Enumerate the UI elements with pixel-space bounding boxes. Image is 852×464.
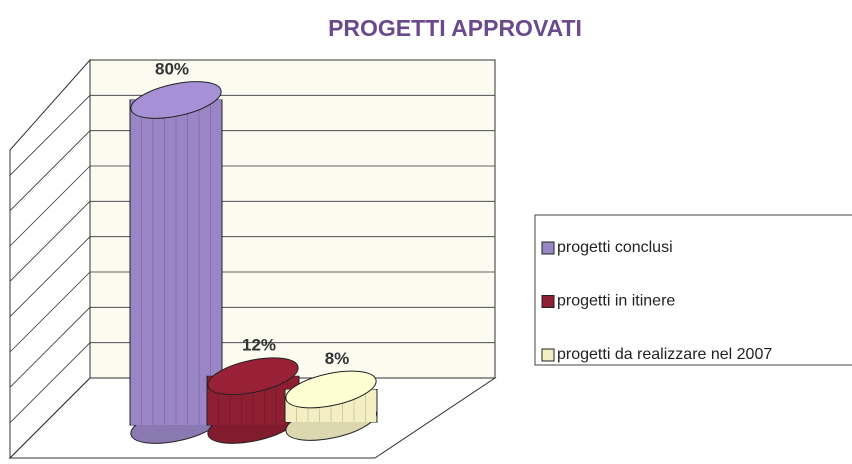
cylinder-top: [130, 81, 222, 119]
cylinder: [129, 81, 223, 444]
legend-swatch: [541, 348, 555, 362]
cylinder: [284, 370, 378, 441]
value-label: 80%: [155, 59, 189, 78]
grid-line: [9, 95, 91, 176]
grid-line: [9, 271, 91, 353]
grid-line: [9, 165, 91, 247]
grid-line: [9, 236, 91, 317]
grid-line: [9, 307, 91, 388]
cylinder: [206, 357, 300, 444]
cylinder-top: [285, 370, 377, 409]
legend-swatch: [541, 295, 555, 308]
chart-title: PROGETTI APPROVATI: [328, 15, 582, 41]
grid-line: [9, 201, 91, 282]
legend-text: progetti conclusi: [557, 239, 673, 256]
grid-line: [9, 377, 91, 459]
grid-line: [9, 130, 91, 211]
value-label: 8%: [325, 349, 350, 368]
grid-line: [9, 342, 91, 423]
legend-text: progetti in itinere: [557, 293, 675, 310]
legend-text: progetti da realizzare nel 2007: [557, 346, 772, 363]
cylinder-top: [207, 357, 299, 396]
value-label: 12%: [242, 336, 276, 355]
legend-box: [534, 214, 852, 366]
legend-swatch: [541, 241, 555, 255]
